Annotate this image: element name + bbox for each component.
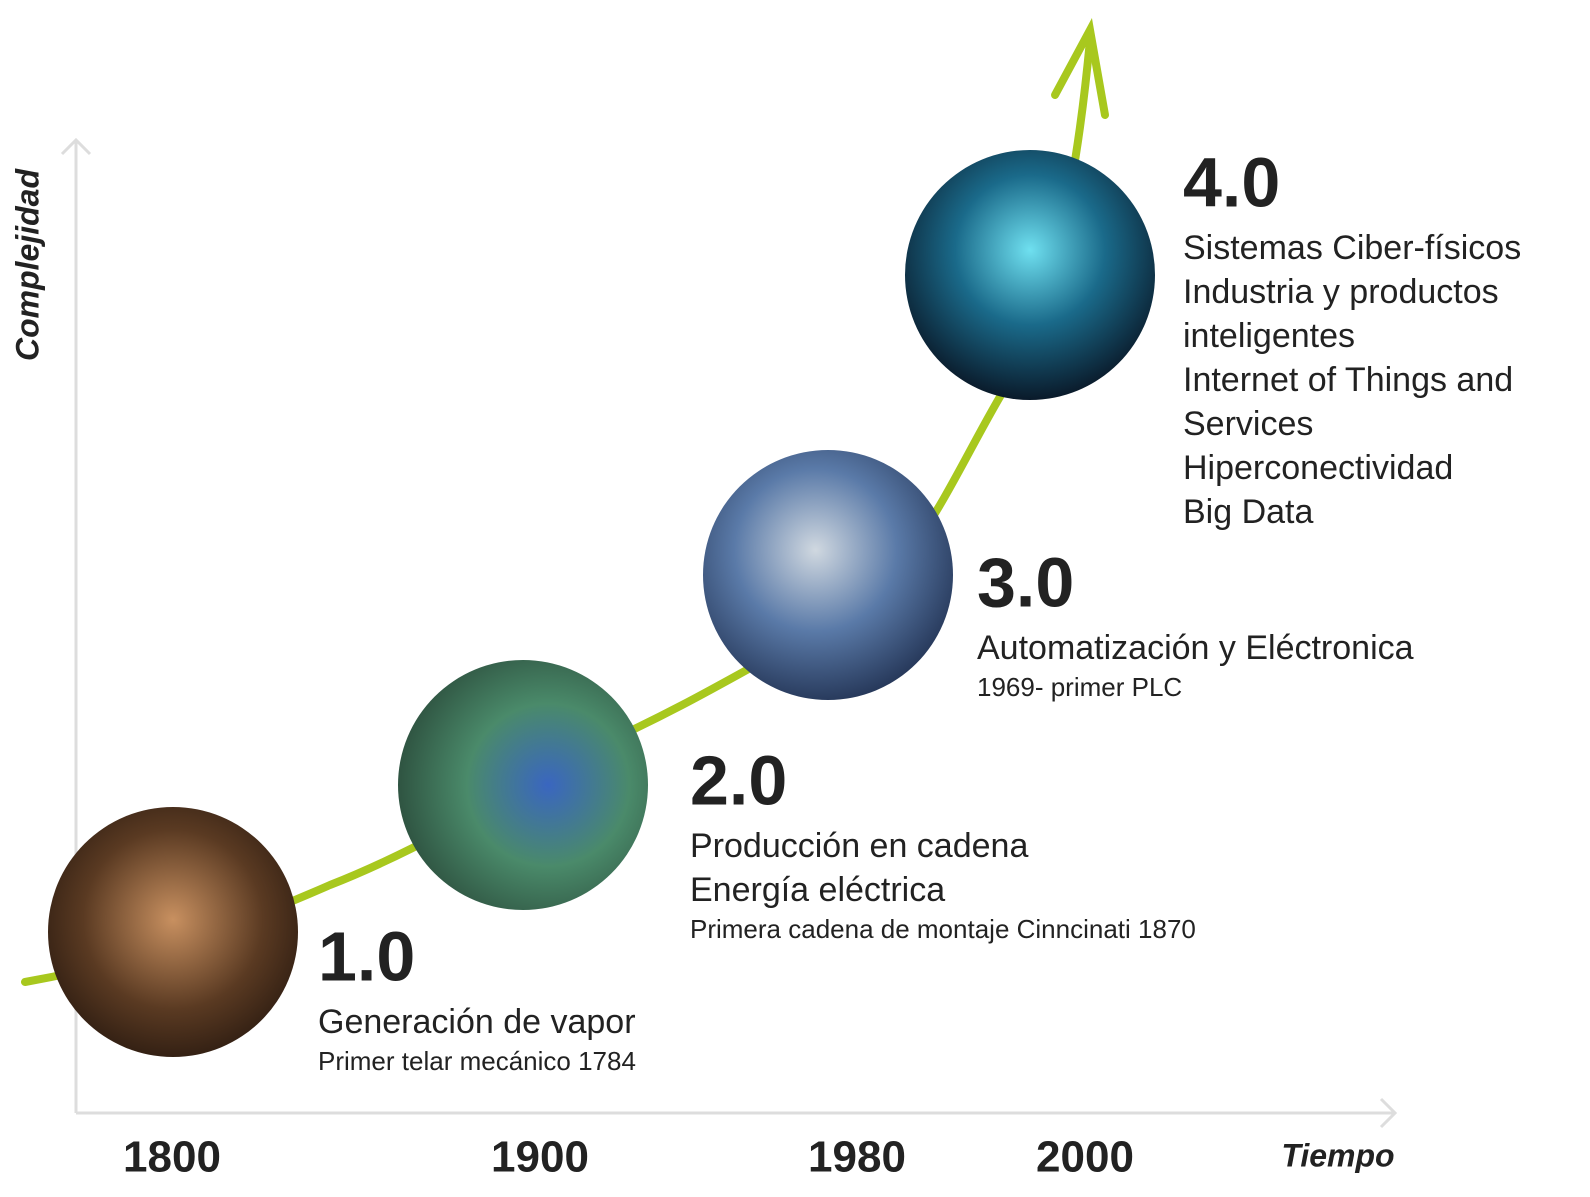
stage-line: Services <box>1183 405 1313 443</box>
y-axis-label: Complejidad <box>9 168 45 361</box>
stage-line: inteligentes <box>1183 317 1355 355</box>
stage-note: Primer telar mecánico 1784 <box>318 1046 636 1076</box>
year-label: 1980 <box>808 1133 906 1182</box>
x-axis-label: Tiempo <box>1281 1137 1394 1173</box>
stage-images <box>48 150 1155 1057</box>
stage-line: Generación de vapor <box>318 1003 636 1041</box>
stage-number: 3.0 <box>977 543 1074 621</box>
stage-note: 1969- primer PLC <box>977 672 1182 702</box>
year-label: 1800 <box>123 1133 221 1182</box>
stage-line: Producción en cadena <box>690 827 1028 865</box>
stage-line: Big Data <box>1183 493 1313 531</box>
stage-line: Hiperconectividad <box>1183 449 1453 487</box>
year-label: 2000 <box>1036 1133 1134 1182</box>
stage-line: Sistemas Ciber-físicos <box>1183 229 1521 267</box>
stage-note: Primera cadena de montaje Cinncinati 187… <box>690 914 1196 944</box>
stage-number: 2.0 <box>690 741 787 819</box>
year-label: 1900 <box>491 1133 589 1182</box>
stage-line: Internet of Things and <box>1183 361 1513 399</box>
stage-line: Energía eléctrica <box>690 871 945 909</box>
stage-line: Industria y productos <box>1183 273 1499 311</box>
stage-number: 4.0 <box>1183 143 1280 221</box>
stage-line: Automatización y Eléctronica <box>977 629 1414 667</box>
stage-number: 1.0 <box>318 917 415 995</box>
